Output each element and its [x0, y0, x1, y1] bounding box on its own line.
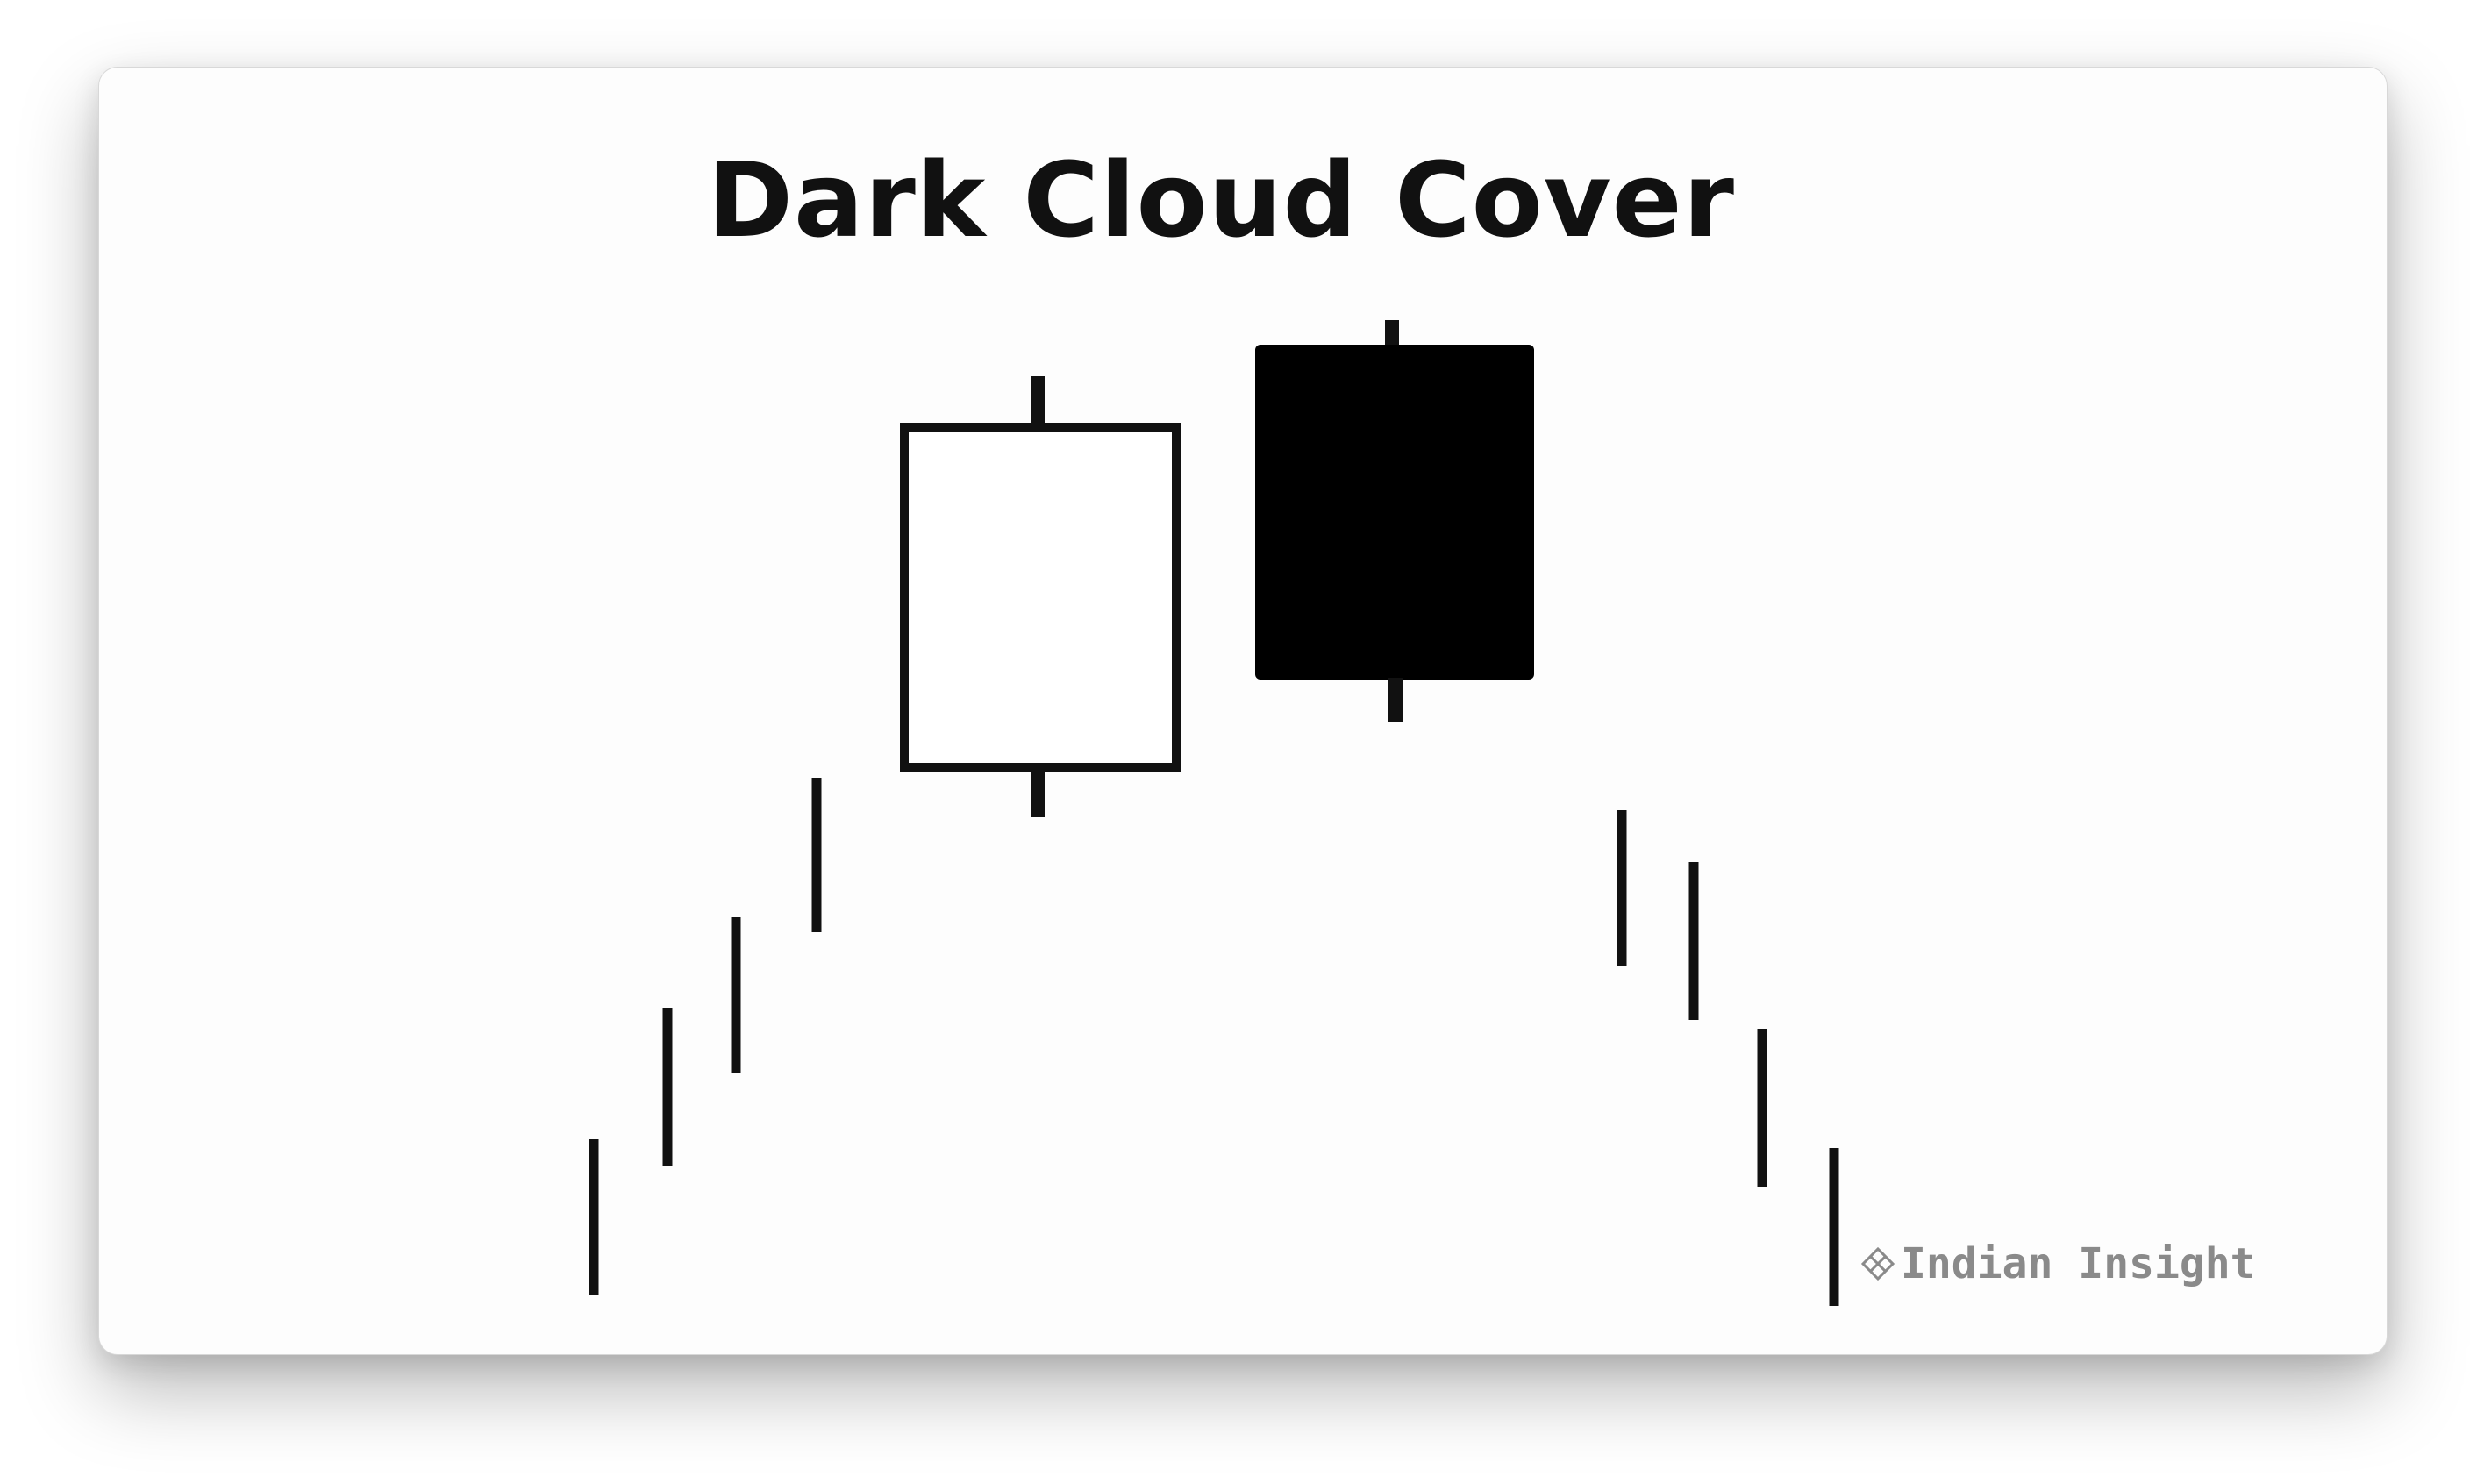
- candlestick-diagram: [589, 320, 1839, 1306]
- bearish-candle: [1255, 320, 1534, 722]
- diagram-card: Dark Cloud Cover: [98, 67, 2388, 1355]
- bullish-candle: [900, 376, 1181, 817]
- downtrend-bars: [1617, 810, 1839, 1306]
- diagram-title-text: Dark Cloud Cover: [707, 139, 1735, 260]
- diagram-title: Dark Cloud Cover: [99, 148, 2387, 252]
- watermark-text: Indian Insight: [1901, 1239, 2256, 1288]
- diamond-grid-icon: [1860, 1246, 1895, 1281]
- bearish-candle-body: [1255, 345, 1534, 680]
- bullish-candle-body: [900, 423, 1181, 772]
- watermark: Indian Insight: [1860, 1239, 2256, 1288]
- uptrend-bars: [589, 778, 822, 1295]
